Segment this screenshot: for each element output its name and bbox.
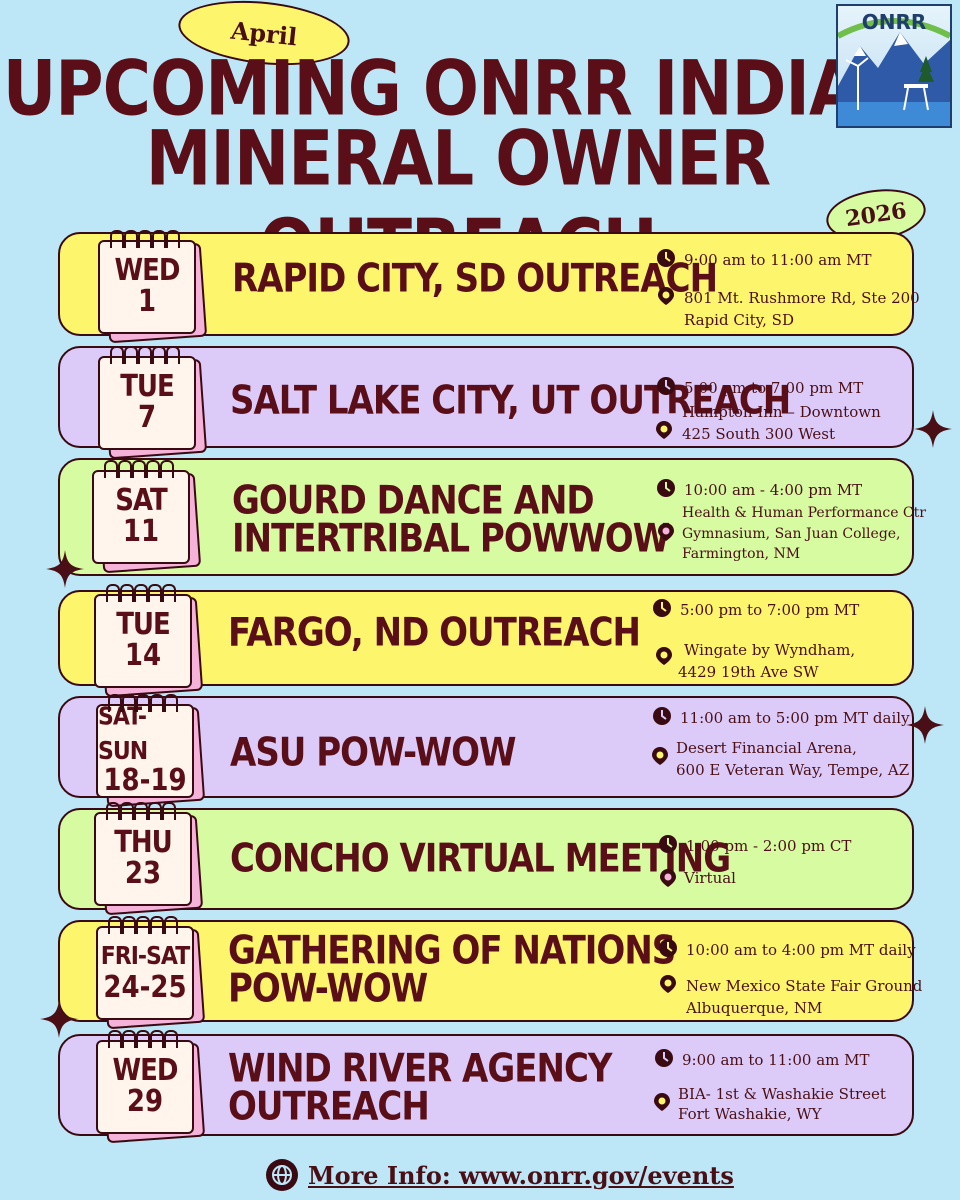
event-location-line: 4429 19th Ave SW [678,663,819,681]
event-date: 14 [124,638,162,674]
event-title: RAPID CITY, SD OUTREACH [232,256,718,302]
onrr-logo: ONRR [836,4,952,128]
event-title-line1: GOURD DANCE AND [232,478,595,524]
location-pin-icon [660,869,676,887]
calendar-6: THU 23 [94,802,204,916]
location-pin-icon [652,747,668,765]
calendar-5: SAT-SUN 18-19 [96,694,206,808]
event-time: 10:00 am to 4:00 pm MT daily [686,941,916,959]
year-label: 2026 [843,197,909,233]
event-date: 23 [124,856,162,892]
sparkle-icon [906,706,944,744]
calendar-rings-icon [104,460,174,478]
event-time: 1:00 pm - 2:00 pm CT [686,837,852,855]
event-time: 5:00 pm to 7:00 pm MT [680,601,860,619]
event-date: 7 [137,400,157,436]
event-location-line: Fort Washakie, WY [678,1105,822,1123]
event-title-line1: WIND RIVER AGENCY [228,1046,613,1092]
clock-icon [653,599,671,617]
event-row-3[interactable] [58,458,914,576]
calendar-8: WED 29 [96,1030,206,1144]
calendar-3: SAT 11 [92,460,202,574]
calendar-rings-icon [110,230,180,248]
clock-icon [659,939,677,957]
event-location-line: Virtual [684,869,736,887]
event-time: 10:00 am - 4:00 pm MT [684,481,863,499]
event-date: 11 [122,514,160,550]
calendar-rings-icon [106,802,176,820]
clock-icon [655,1049,673,1067]
sparkle-icon [914,410,952,448]
calendar-1: WED 1 [98,230,208,344]
event-time: 11:00 am to 5:00 pm MT daily [680,709,910,727]
event-time: 9:00 am to 11:00 am MT [684,251,872,269]
event-title-line1: GATHERING OF NATIONS [228,928,676,974]
logo-landscape-icon [838,18,950,126]
event-location-line: 425 South 300 West [682,425,836,443]
sparkle-icon [46,550,84,588]
event-title-line2: INTERTRIBAL POWWOW [232,516,670,562]
event-location-line: New Mexico State Fair Ground [686,977,923,995]
location-pin-icon [654,1093,670,1111]
event-title-line2: POW-WOW [228,966,428,1012]
event-date: 1 [137,284,157,320]
event-day: WED [114,253,180,289]
event-date: 24-25 [103,970,187,1006]
event-title: FARGO, ND OUTREACH [228,610,641,656]
calendar-7: FRI-SAT 24-25 [96,916,206,1030]
calendar-rings-icon [108,694,178,712]
event-day: WED [112,1053,178,1089]
event-title-line2: OUTREACH [228,1084,430,1130]
clock-icon [659,835,677,853]
event-date: 29 [126,1084,164,1120]
clock-icon [657,249,675,267]
location-pin-icon [658,287,674,305]
event-title: SALT LAKE CITY, UT OUTREACH [230,378,791,424]
event-location-line: 600 E Veteran Way, Tempe, AZ [676,761,910,779]
location-pin-icon [658,523,674,541]
clock-icon [657,377,675,395]
event-day: SAT [115,483,168,519]
event-day: FRI-SAT [100,942,190,971]
calendar-rings-icon [110,346,180,364]
calendar-2: TUE 7 [98,346,208,460]
event-day: TUE [120,369,175,405]
location-pin-icon [656,421,672,439]
event-location-line: Desert Financial Arena, [676,739,857,757]
event-location-line: 801 Mt. Rushmore Rd, Ste 200 [684,289,920,307]
event-time: 9:00 am to 11:00 am MT [682,1051,870,1069]
location-pin-icon [660,975,676,993]
sparkle-icon [40,1000,78,1038]
event-title: ASU POW-WOW [230,730,517,776]
more-info-link[interactable]: More Info: www.onrr.gov/events [308,1160,734,1190]
event-day: TUE [116,607,171,643]
location-pin-icon [656,647,672,665]
calendar-rings-icon [108,1030,178,1048]
event-location-line: Gymnasium, San Juan College, [682,526,901,542]
clock-icon [653,707,671,725]
event-location-line: BIA- 1st & Washakie Street [678,1085,886,1103]
globe-icon [266,1159,298,1191]
calendar-rings-icon [108,916,178,934]
event-day: THU [114,825,173,861]
calendar-4: TUE 14 [94,584,204,698]
footer-link[interactable]: More Info: www.onrr.gov/events [266,1158,734,1192]
event-location-line: Albuquerque, NM [686,999,823,1017]
event-location-line: Rapid City, SD [684,311,794,329]
event-title: CONCHO VIRTUAL MEETING [230,836,731,882]
page-title-line1: UPCOMING ONRR INDIAN [2,44,915,133]
calendar-rings-icon [106,584,176,602]
logo-text: ONRR [861,10,927,34]
clock-icon [657,479,675,497]
event-location-line: Farmington, NM [682,546,801,562]
event-date: 18-19 [103,763,187,799]
event-location-line: Hampton Inn – Downtown [682,403,881,421]
event-location-line: Health & Human Performance Ctr [682,505,926,521]
event-location-line: Wingate by Wyndham, [684,641,856,659]
event-time: 5:00 pm to 7:00 pm MT [684,379,864,397]
